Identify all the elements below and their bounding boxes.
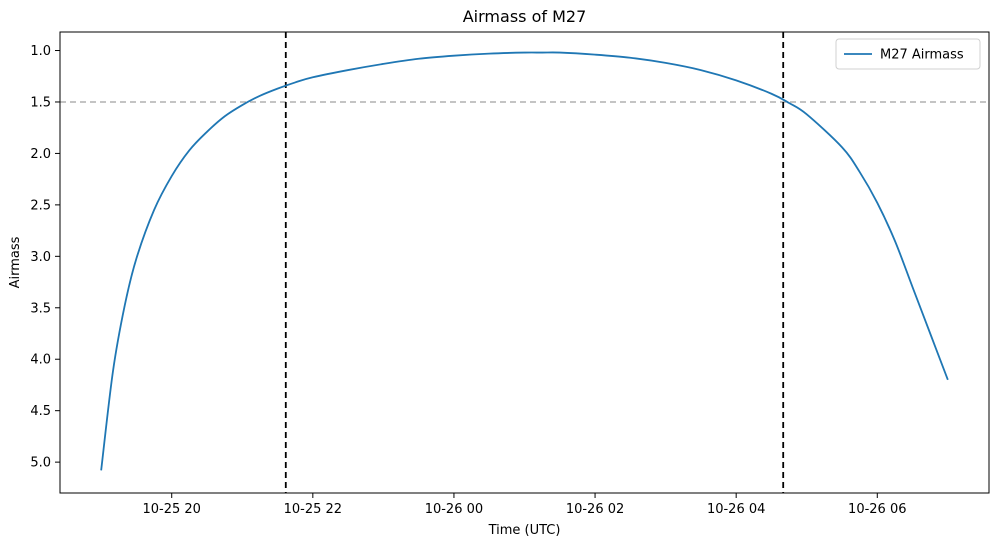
x-tick-label: 10-25 22 — [284, 502, 342, 517]
series-line-m27-airmass — [100, 51, 949, 471]
x-tick-label: 10-26 00 — [425, 502, 483, 517]
y-tick-label: 1.0 — [30, 44, 51, 59]
y-tick-label: 3.5 — [30, 301, 51, 316]
x-axis: 10-25 20 10-25 22 10-26 00 10-26 02 10-26 04… — [142, 493, 907, 517]
x-tick-label: 10-26 06 — [848, 502, 906, 517]
y-axis-label: Airmass — [8, 236, 23, 288]
legend-box — [835, 38, 981, 70]
y-tick-label: 5.0 — [30, 456, 51, 471]
x-tick-label: 10-26 04 — [707, 502, 765, 517]
plot-frame — [59, 31, 990, 494]
y-tick-label: 4.5 — [30, 404, 51, 419]
plot-area — [59, 31, 990, 494]
legend: M27 Airmass — [835, 38, 981, 70]
y-tick-label: 3.0 — [30, 250, 51, 265]
x-tick-label: 10-25 20 — [142, 502, 200, 517]
y-tick-label: 2.5 — [30, 198, 51, 213]
y-axis: 1.0 1.5 2.0 2.5 3.0 3.5 4.0 4.5 5.0 — [30, 44, 60, 471]
y-tick-label: 1.5 — [30, 95, 51, 110]
y-tick-label: 4.0 — [30, 353, 51, 368]
legend-entry-label: M27 Airmass — [880, 48, 964, 63]
y-tick-label: 2.0 — [30, 147, 51, 162]
chart-title: Airmass of M27 — [463, 7, 587, 26]
x-axis-label: Time (UTC) — [488, 523, 561, 538]
x-tick-label: 10-26 02 — [566, 502, 624, 517]
